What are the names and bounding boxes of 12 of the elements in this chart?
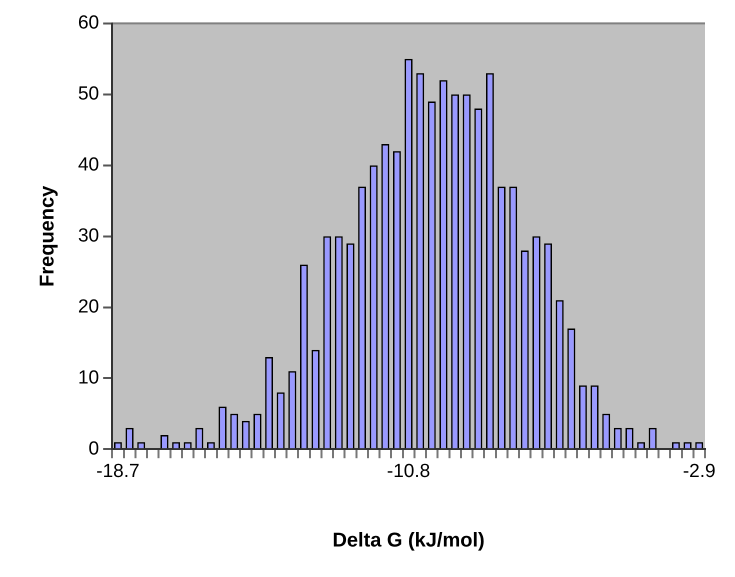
- y-axis-title: Frequency: [36, 184, 59, 287]
- x-tick-label: -18.7: [96, 460, 140, 482]
- y-tick-label: 10: [78, 367, 100, 388]
- y-tick-label: 0: [88, 438, 100, 460]
- x-tick-label: -2.9: [682, 460, 716, 482]
- y-tick-label: 60: [78, 12, 100, 34]
- y-tick-label: 20: [78, 296, 100, 318]
- x-axis-title: Delta G (kJ/mol): [332, 530, 485, 552]
- y-tick-label: 30: [78, 226, 100, 247]
- y-tick-label: 40: [78, 154, 100, 176]
- x-tick-label: -10.8: [386, 460, 430, 482]
- y-tick-label: 50: [78, 84, 100, 105]
